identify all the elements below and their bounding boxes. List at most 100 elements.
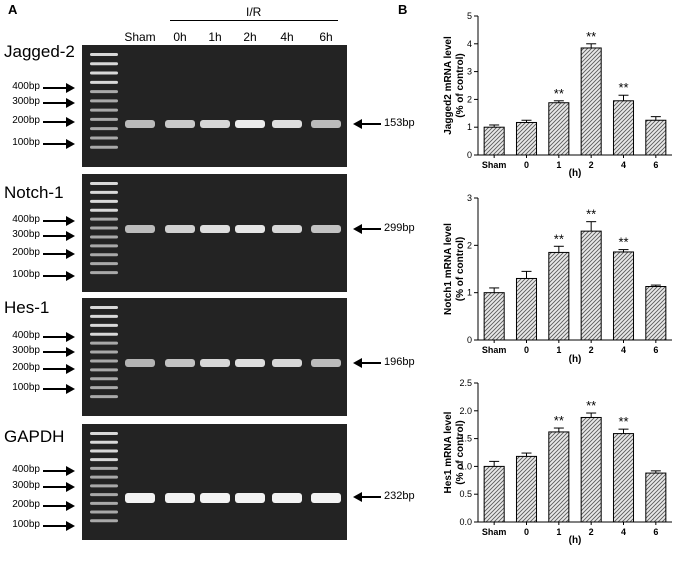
sample-band [200, 493, 230, 503]
x-tick-label: 2 [589, 345, 594, 355]
y-axis-label: Hes1 mRNA level [443, 411, 454, 493]
ladder-band [90, 127, 118, 131]
ladder-band [90, 226, 118, 230]
ladder-band [90, 332, 118, 336]
x-axis-label: (h) [569, 535, 582, 546]
marker-arrow [43, 347, 75, 357]
marker-label: 300bp [12, 345, 40, 356]
marker-arrow [43, 384, 75, 394]
ir-group-label: I/R [246, 5, 262, 19]
bar [612, 433, 635, 523]
gel-title: GAPDH [4, 427, 65, 446]
x-tick-label: 0 [524, 527, 529, 537]
bar [580, 230, 602, 341]
y-tick-label: 0.0 [459, 517, 472, 527]
marker-arrow [43, 332, 75, 342]
x-tick-label: 4 [621, 527, 626, 537]
sample-band [235, 493, 265, 503]
bar [612, 251, 635, 341]
bar [580, 416, 602, 523]
bar [515, 121, 538, 156]
marker-arrow [43, 83, 75, 93]
ladder-band [90, 501, 118, 505]
bar [483, 126, 505, 156]
ladder-band [90, 458, 118, 462]
gel-image [82, 174, 347, 292]
bar [483, 292, 505, 341]
ladder-band [90, 217, 118, 221]
ladder-band [90, 199, 118, 203]
ladder-band [90, 71, 118, 75]
ladder-band [90, 475, 118, 479]
gel-image [82, 298, 347, 416]
significance-marker: ** [586, 207, 596, 222]
bar [645, 286, 667, 341]
marker-arrow [43, 521, 75, 531]
ladder-band [90, 395, 118, 399]
x-tick-label: 6 [653, 345, 658, 355]
bar [645, 472, 667, 523]
ladder-band [90, 80, 118, 84]
ladder-band [90, 466, 118, 470]
marker-label: 400bp [12, 81, 40, 92]
x-tick-label: 1 [556, 527, 561, 537]
ladder-band [90, 190, 118, 194]
ladder-band [90, 235, 118, 239]
lane-label: 4h [280, 30, 294, 44]
marker-label: 200bp [12, 362, 40, 373]
marker-arrow [43, 271, 75, 281]
ladder-band [90, 432, 118, 435]
significance-marker: ** [618, 235, 628, 250]
lane-label: 1h [208, 30, 222, 44]
marker-arrow [43, 98, 75, 108]
marker-arrow [43, 364, 75, 374]
band-size-arrow [353, 224, 381, 234]
marker-label: 300bp [12, 96, 40, 107]
marker-arrow [43, 501, 75, 511]
band-size-label: 196bp [384, 356, 415, 368]
y-tick-label: 2.5 [459, 378, 472, 388]
band-size-label: 232bp [384, 490, 415, 502]
y-axis-label-units: (% of control) [455, 420, 466, 484]
band-size-arrow [353, 492, 381, 502]
sample-band [125, 359, 155, 367]
sample-band [125, 225, 155, 233]
x-tick-label: 0 [524, 160, 529, 170]
ladder-band [90, 368, 118, 372]
ladder-band [90, 493, 118, 497]
x-tick-label: 0 [524, 345, 529, 355]
marker-label: 200bp [12, 115, 40, 126]
y-tick-label: 0.5 [459, 489, 472, 499]
gel-title: Jagged-2 [4, 42, 75, 61]
ladder-band [90, 350, 118, 354]
ladder-band [90, 244, 118, 248]
significance-marker: ** [554, 231, 564, 246]
x-tick-label: 4 [621, 160, 626, 170]
sample-band [311, 120, 341, 128]
ladder-band [90, 271, 118, 275]
ladder-band [90, 341, 118, 345]
bar [645, 119, 667, 156]
sample-band [165, 359, 195, 367]
panel-b-letter: B [398, 2, 408, 17]
ladder-band [90, 314, 118, 318]
marker-label: 300bp [12, 229, 40, 240]
band-size-arrow [353, 358, 381, 368]
marker-label: 100bp [12, 519, 40, 530]
gel-title: Hes-1 [4, 298, 50, 317]
sample-band [272, 120, 302, 128]
sample-band [272, 493, 302, 503]
lane-label: 0h [173, 30, 187, 44]
x-axis-label: (h) [569, 168, 582, 179]
sample-band [200, 225, 230, 233]
y-tick-label: 5 [467, 11, 472, 21]
marker-label: 100bp [12, 382, 40, 393]
ir-group-line [170, 20, 338, 21]
bar [548, 251, 570, 341]
y-tick-label: 2 [467, 240, 472, 250]
y-tick-label: 2.0 [459, 406, 472, 416]
band-size-arrow [353, 119, 381, 129]
sample-band [165, 225, 195, 233]
significance-marker: ** [586, 398, 596, 413]
x-axis-label: (h) [569, 354, 582, 365]
